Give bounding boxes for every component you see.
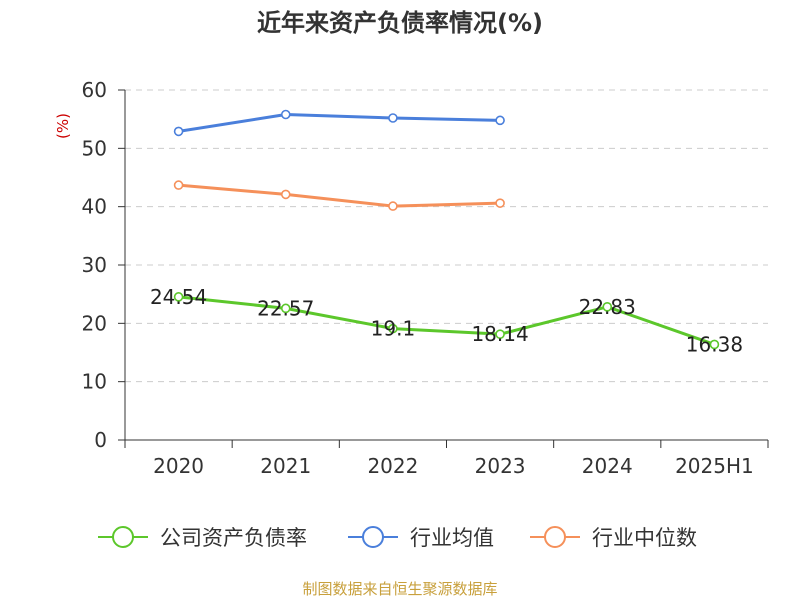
legend-label: 行业均值 (410, 526, 494, 550)
y-tick-label: 60 (82, 78, 107, 102)
x-tick-label: 2024 (582, 454, 633, 478)
legend-item[interactable]: 行业均值 (348, 526, 494, 550)
data-point (280, 109, 291, 120)
data-label: 16.38 (686, 332, 743, 356)
series-1 (173, 109, 505, 137)
legend-marker (362, 526, 384, 548)
grid-lines (125, 89, 768, 383)
data-point (495, 115, 505, 126)
data-label: 18.14 (471, 322, 528, 346)
legend-marker (112, 526, 134, 548)
data-point (388, 201, 398, 211)
legend-marker (544, 526, 566, 548)
data-label: 22.83 (579, 295, 636, 319)
x-tick-label: 2025H1 (675, 454, 754, 478)
data-point (280, 189, 291, 200)
y-tick-label: 50 (82, 136, 107, 160)
y-tick-label: 40 (82, 195, 107, 219)
data-point (709, 339, 720, 350)
x-tick-label: 2022 (367, 454, 418, 478)
data-point (388, 113, 398, 123)
y-axis-ticks: 0 10 20 30 40 50 60 (82, 78, 125, 452)
data-point (495, 329, 505, 339)
y-tick-label: 30 (82, 253, 107, 277)
x-tick-label: 2020 (153, 454, 204, 478)
x-tick-label: 2021 (260, 454, 311, 478)
data-point (173, 126, 184, 137)
series-line (178, 113, 501, 133)
data-point (173, 180, 184, 190)
series-0: 24.54 22.57 19.1 18.14 22.83 16.38 (150, 285, 743, 357)
y-axis-unit-label: (%) (54, 113, 72, 139)
data-point (602, 302, 613, 312)
data-point (495, 198, 505, 208)
legend-label: 行业中位数 (592, 526, 697, 550)
series-group: 24.54 22.57 19.1 18.14 22.83 16.38 (150, 109, 743, 357)
series-line (178, 295, 715, 346)
source-note: 制图数据来自恒生聚源数据库 (302, 580, 497, 598)
series-line (178, 183, 501, 208)
legend-label: 公司资产负债率 (160, 526, 307, 550)
data-point (280, 303, 291, 314)
data-label: 19.1 (371, 317, 416, 341)
series-2 (173, 180, 505, 211)
data-point (388, 323, 398, 334)
x-axis-ticks: 2020 2021 2022 2023 2024 2025H1 (124, 440, 769, 478)
chart-title: 近年来资产负债率情况(%) (257, 9, 543, 37)
legend: 公司资产负债率 行业均值 行业中位数 (98, 526, 697, 550)
legend-item[interactable]: 公司资产负债率 (98, 526, 307, 550)
x-tick-label: 2023 (475, 454, 526, 478)
data-label: 22.57 (257, 296, 314, 320)
legend-item[interactable]: 行业中位数 (530, 526, 697, 550)
y-tick-label: 0 (94, 428, 107, 452)
y-tick-label: 20 (82, 311, 107, 335)
data-point (173, 292, 184, 302)
y-tick-label: 10 (82, 370, 107, 394)
data-label: 24.54 (150, 285, 207, 309)
